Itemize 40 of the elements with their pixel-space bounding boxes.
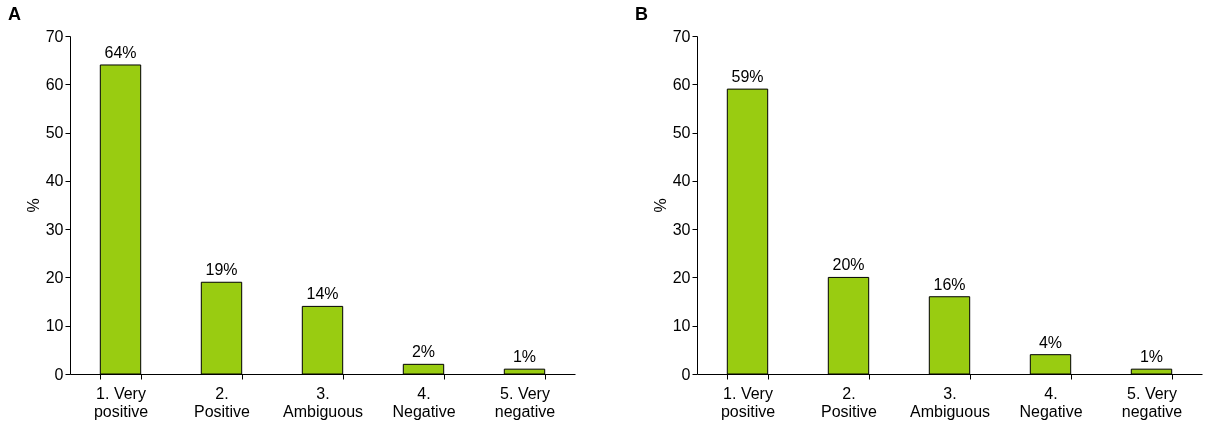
data-label: 1% — [512, 348, 537, 366]
y-tick-label: 10 — [45, 317, 64, 335]
y-tick-label: 40 — [45, 172, 64, 190]
y-tick-label: 20 — [672, 268, 691, 286]
y-tick-label: 60 — [672, 75, 691, 93]
x-tick-label: 5. Very negative — [1121, 384, 1183, 420]
data-label: 2% — [411, 343, 436, 361]
x-tick-label: 4. Negative — [392, 384, 456, 420]
y-tick-label: 0 — [681, 365, 691, 383]
y-tick-label: 30 — [672, 220, 691, 238]
data-label: 16% — [933, 275, 966, 293]
data-label: 59% — [731, 68, 764, 86]
y-tick-label: 20 — [45, 268, 64, 286]
chart-title: B — [635, 4, 648, 24]
data-label: 4% — [1038, 333, 1063, 351]
y-axis-title: % — [24, 198, 42, 213]
data-label: 19% — [205, 261, 238, 279]
y-tick-label: 10 — [672, 317, 691, 335]
y-tick-label: 70 — [672, 27, 691, 45]
y-tick-label: 50 — [672, 124, 691, 142]
x-tick-label: 3. Ambiguous — [282, 384, 364, 420]
x-tick-label: 1. Very positive — [720, 384, 776, 420]
x-tick-label: 1. Very positive — [93, 384, 149, 420]
y-tick-label: 70 — [45, 27, 64, 45]
data-label: 14% — [306, 285, 339, 303]
y-tick-label: 30 — [45, 220, 64, 238]
chart-title: A — [8, 4, 21, 24]
data-label: 1% — [1139, 348, 1164, 366]
x-tick-label: 2. Positive — [820, 384, 878, 420]
y-tick-label: 0 — [54, 365, 64, 383]
x-tick-label: 3. Ambiguous — [909, 384, 991, 420]
x-tick-label: 5. Very negative — [494, 384, 556, 420]
y-tick-label: 60 — [45, 75, 64, 93]
y-tick-label: 40 — [672, 172, 691, 190]
x-tick-label: 4. Negative — [1019, 384, 1083, 420]
data-label: 64% — [104, 43, 137, 61]
y-tick-label: 50 — [45, 124, 64, 142]
y-axis-title: % — [651, 198, 669, 213]
data-label: 20% — [832, 256, 865, 274]
x-tick-label: 2. Positive — [193, 384, 251, 420]
